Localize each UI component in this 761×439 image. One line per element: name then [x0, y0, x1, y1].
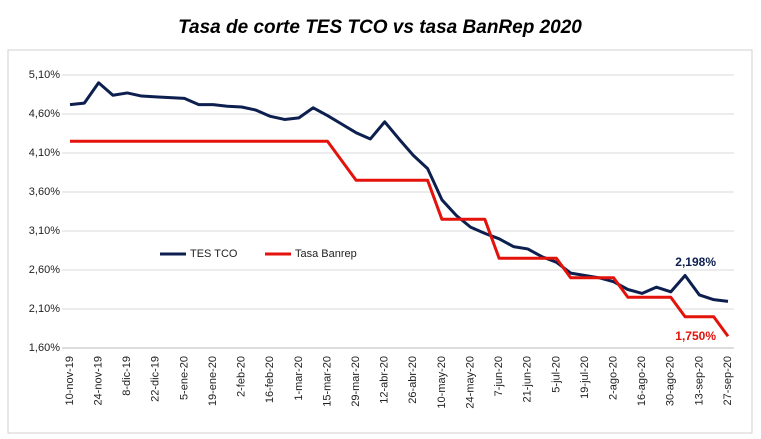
x-tick-label: 22-dic-19 [150, 356, 162, 402]
y-tick-label: 5,10% [29, 69, 60, 81]
chart-title: Tasa de corte TES TCO vs tasa BanRep 202… [178, 17, 582, 38]
x-tick-label: 5-ene-20 [178, 356, 190, 400]
annotation: 1,750% [675, 329, 716, 343]
y-tick-label: 4,10% [29, 147, 60, 159]
y-tick-label: 4,60% [29, 108, 60, 120]
x-tick-label: 29-mar-20 [350, 356, 362, 407]
x-tick-label: 16-feb-20 [264, 356, 276, 403]
y-tick-label: 3,60% [29, 186, 60, 198]
x-tick-label: 8-dic-19 [121, 356, 133, 396]
x-tick-label: 2-ago-20 [607, 356, 619, 400]
x-tick-label: 26-abr-20 [407, 356, 419, 404]
x-tick-label: 1-mar-20 [293, 356, 305, 401]
y-tick-label: 2,60% [29, 264, 60, 276]
x-tick-label: 24-may-20 [464, 356, 476, 409]
y-tick-label: 1,60% [29, 342, 60, 354]
x-tick-label: 13-sep-20 [693, 356, 705, 406]
x-tick-label: 24-nov-19 [93, 356, 105, 406]
series-line [70, 139, 730, 338]
x-tick-label: 30-ago-20 [665, 356, 677, 406]
x-tick-label: 2-feb-20 [236, 356, 248, 397]
annotation: 2,198% [675, 255, 716, 269]
x-tick-label: 10-nov-19 [64, 356, 76, 406]
x-tick-label: 5-jul-20 [550, 356, 562, 393]
x-tick-label: 19-ene-20 [207, 356, 219, 406]
x-tick-label: 15-mar-20 [321, 356, 333, 407]
x-tick-label: 7-jun-20 [493, 356, 505, 396]
x-tick-label: 19-jul-20 [579, 356, 591, 399]
legend-label: TES TCO [190, 248, 238, 260]
y-tick-label: 2,10% [29, 303, 60, 315]
x-tick-label: 16-ago-20 [636, 356, 648, 406]
x-tick-label: 21-jun-20 [522, 356, 534, 402]
x-tick-label: 12-abr-20 [379, 356, 391, 404]
y-tick-label: 3,10% [29, 225, 60, 237]
legend-label: Tasa Banrep [295, 248, 357, 260]
x-tick-label: 10-may-20 [436, 356, 448, 409]
x-tick-label: 27-sep-20 [722, 356, 734, 406]
